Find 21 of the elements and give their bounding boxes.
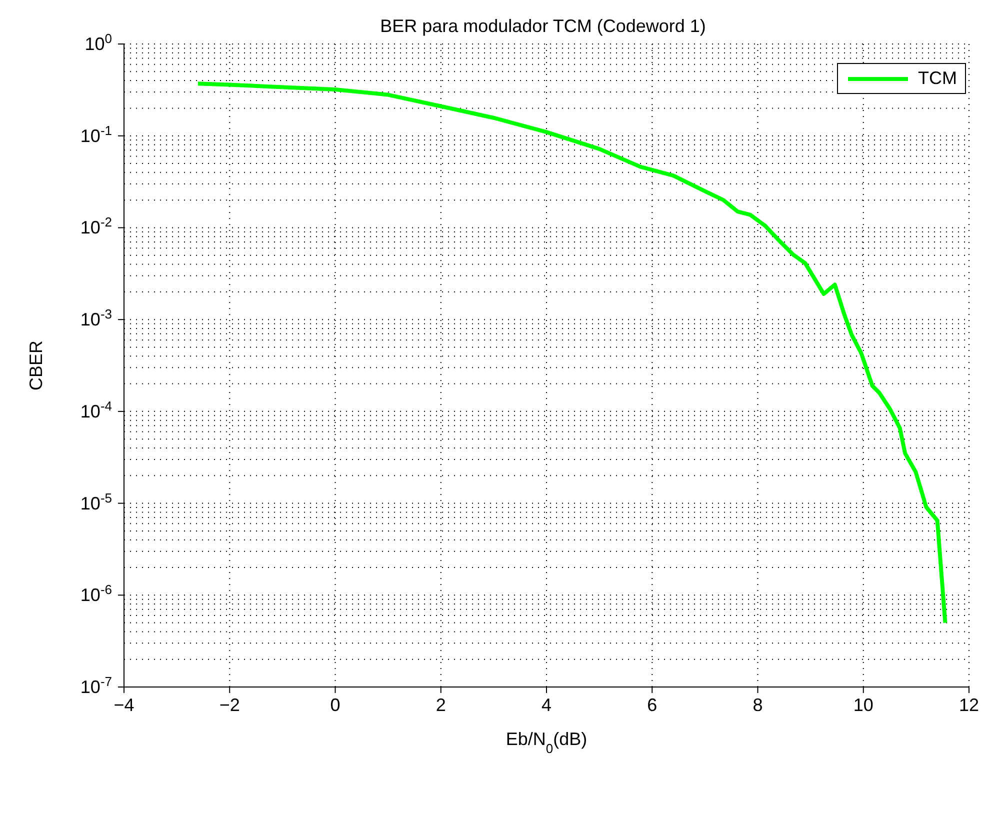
y-tick-label: 10$^{-1}$ bbox=[80, 122, 112, 146]
x-tick-label: 0 bbox=[330, 695, 340, 715]
y-tick-label: 10$^{-5}$ bbox=[80, 490, 112, 514]
y-tick-label: 10$^{-2}$ bbox=[80, 214, 112, 238]
x-tick-label: 8 bbox=[752, 695, 763, 715]
chart-title: BER para modulador TCM (Codeword 1) bbox=[380, 16, 706, 36]
x-axis-title: Eb/N$_{0}$(dB) bbox=[506, 729, 588, 756]
y-tick-label: 10$^{-3}$ bbox=[80, 306, 112, 330]
x-tick-label: 2 bbox=[436, 695, 446, 715]
x-tick-label: 10 bbox=[853, 695, 874, 715]
x-tick-label: −4 bbox=[114, 695, 134, 715]
y-tick-label: 10$^{-6}$ bbox=[80, 582, 112, 606]
y-tick-label: 10$^{-7}$ bbox=[80, 674, 112, 697]
y-tick-label: 10$^{0}$ bbox=[84, 30, 112, 54]
x-tick-label: −2 bbox=[219, 695, 240, 715]
x-tick-label: 6 bbox=[647, 695, 658, 715]
x-tick-label: 12 bbox=[958, 695, 980, 715]
y-axis-title: CBER bbox=[26, 340, 46, 391]
legend-label: TCM bbox=[918, 68, 957, 89]
x-tick-label: 4 bbox=[541, 695, 552, 715]
y-tick-label: 10$^{-4}$ bbox=[80, 398, 112, 422]
